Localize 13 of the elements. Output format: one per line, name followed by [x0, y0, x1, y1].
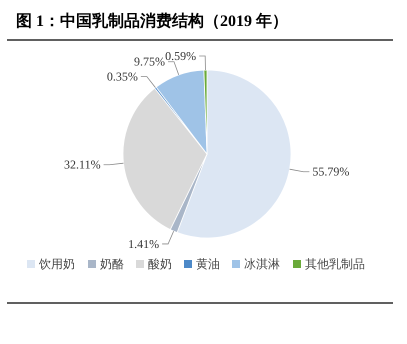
data-label: 1.41% [128, 236, 160, 251]
legend-label: 其他乳制品 [305, 257, 365, 271]
legend-label: 饮用奶 [38, 257, 75, 271]
legend-label: 奶酪 [100, 257, 124, 271]
data-label: 0.35% [106, 70, 138, 84]
data-label: 0.59% [165, 49, 196, 64]
data-label: 55.79% [312, 164, 350, 179]
data-label: 32.11% [64, 158, 101, 172]
legend-label: 酸奶 [148, 257, 172, 271]
data-label: 9.75% [134, 54, 166, 69]
legend-label: 黄油 [196, 257, 220, 271]
legend-label: 冰淇淋 [244, 257, 280, 271]
chart-title: 图 1：中国乳制品消费结构（2019 年） [16, 12, 288, 30]
